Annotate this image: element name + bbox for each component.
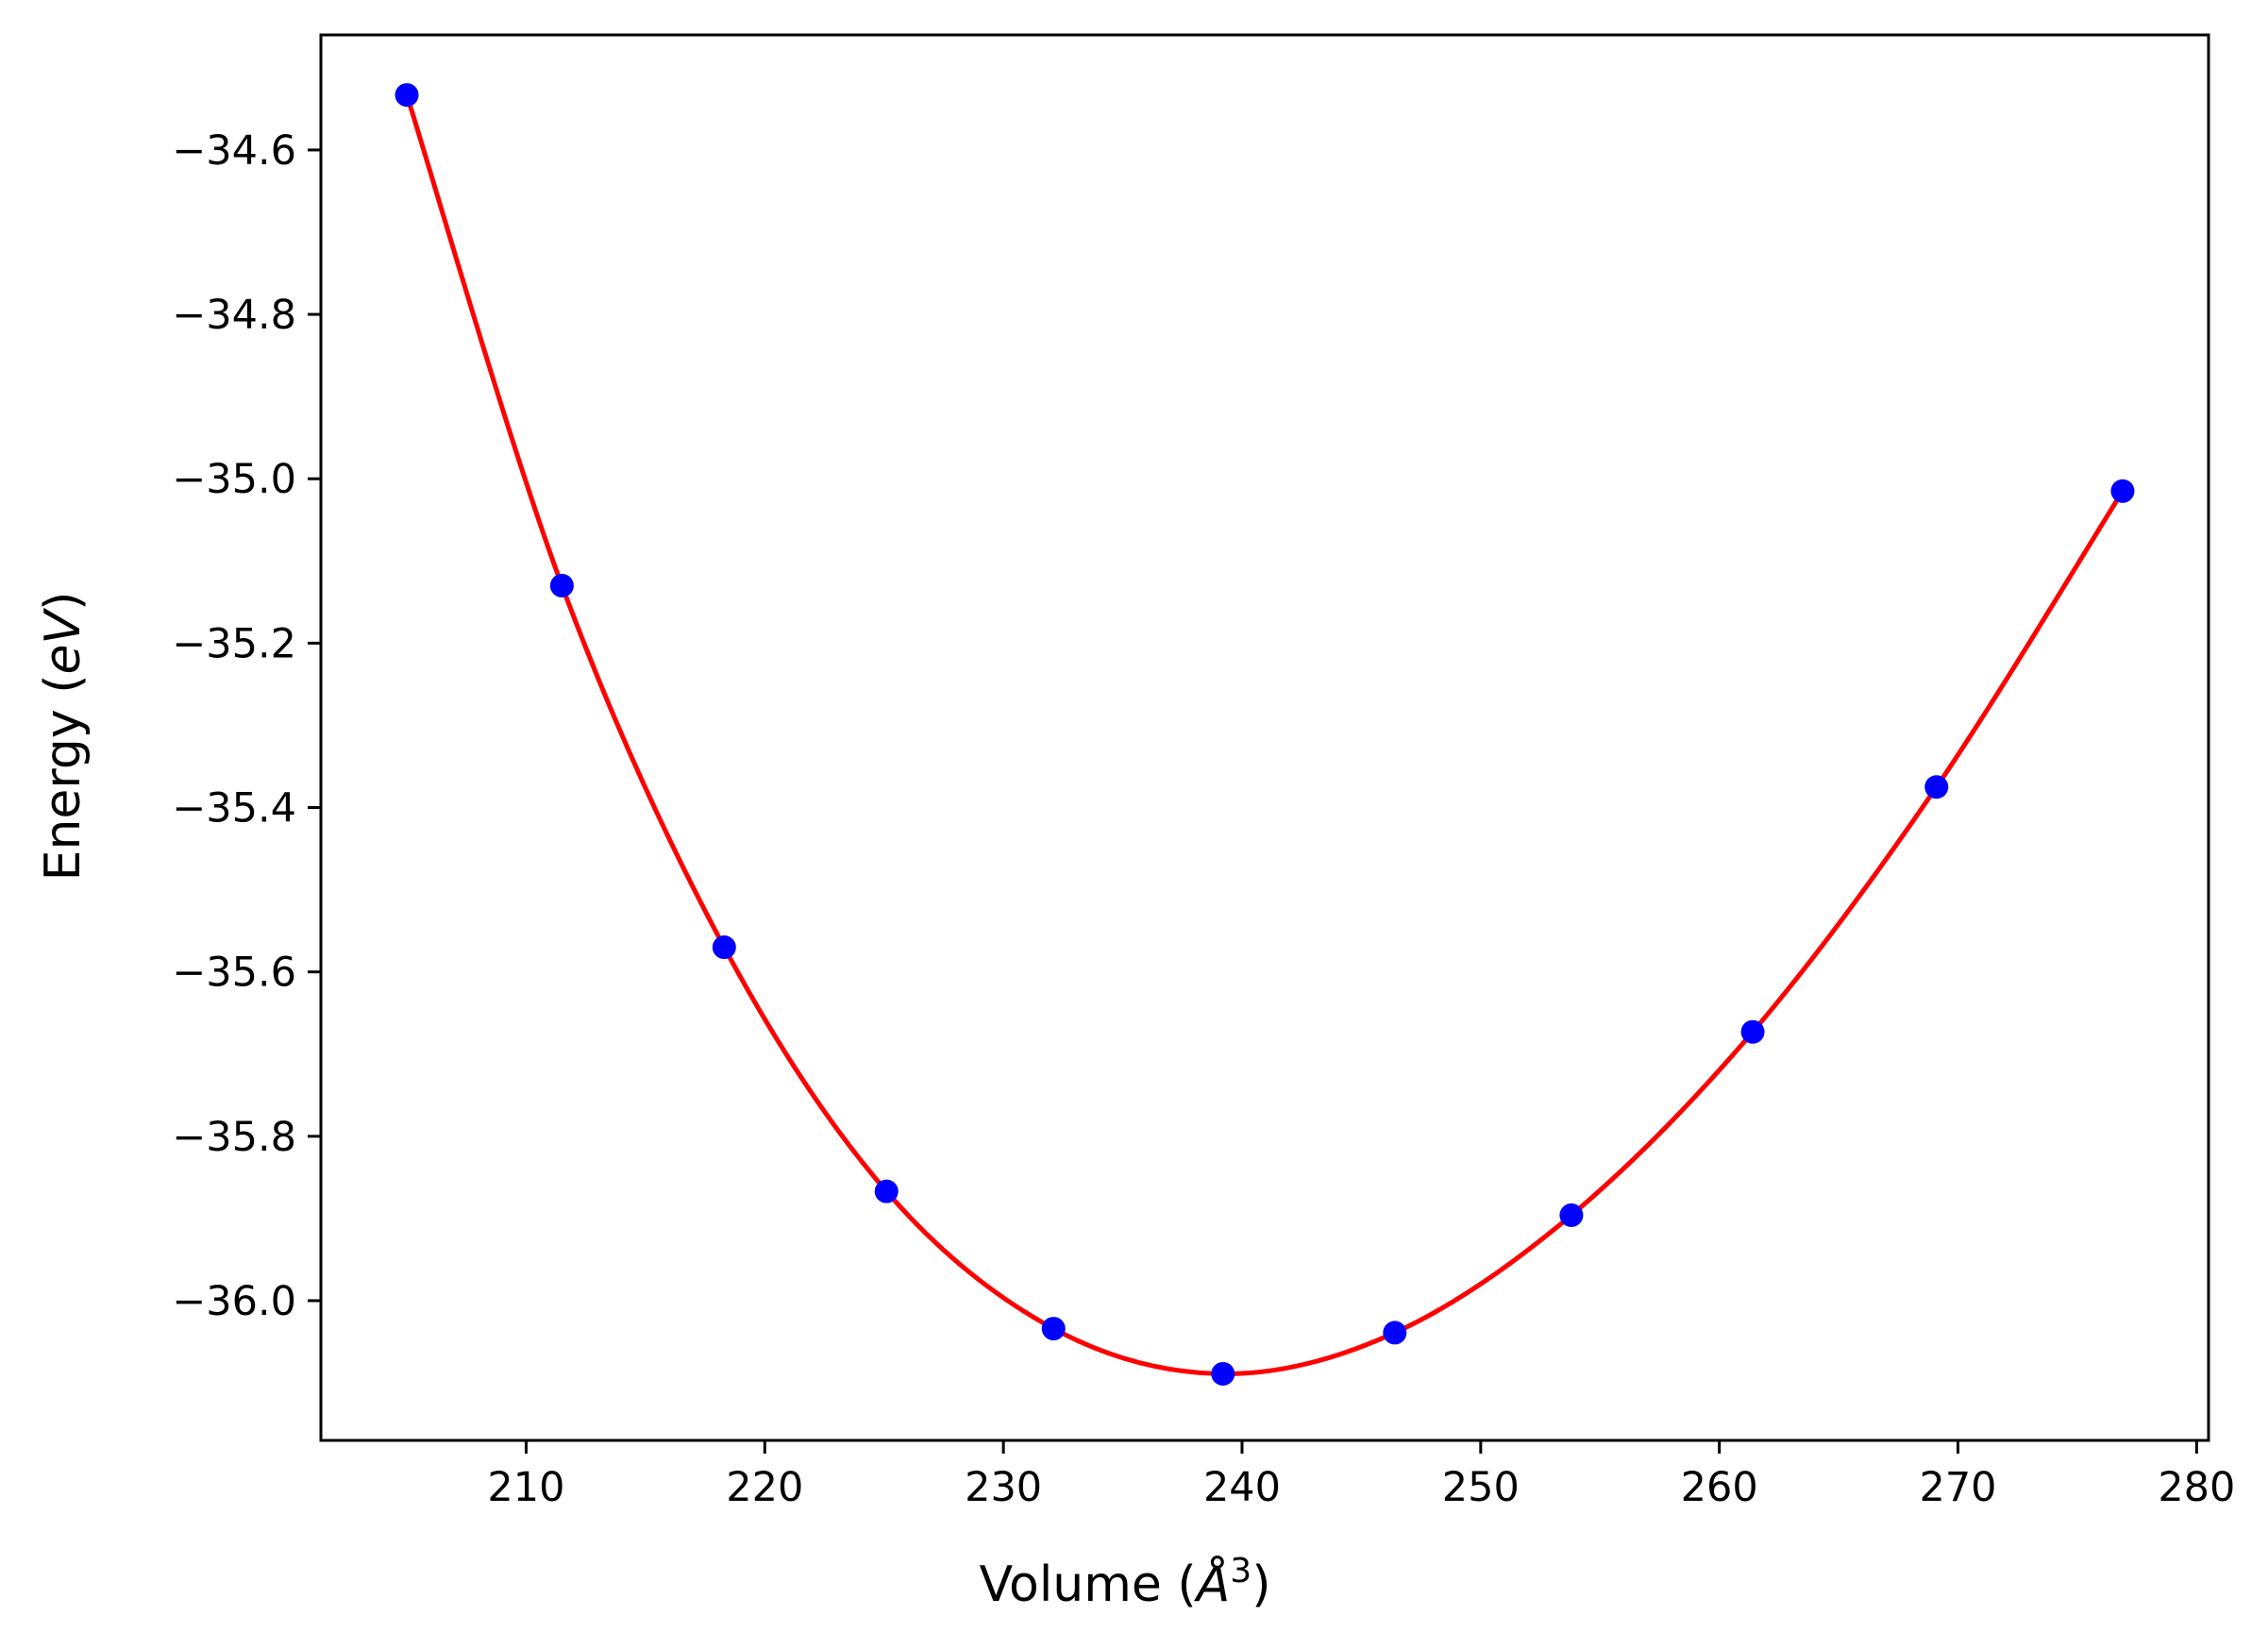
y-tick-label: −34.8 [172, 292, 296, 339]
y-tick-label: −35.2 [172, 620, 296, 667]
plot-area [319, 33, 2210, 1442]
data-point [2110, 479, 2135, 503]
data-point [1041, 1317, 1066, 1341]
x-axis-ticks: 210 220 230 240 250 260 270 280 [487, 1440, 2235, 1511]
data-point [1559, 1203, 1584, 1227]
x-tick-label: 220 [726, 1464, 803, 1511]
y-tick-label: −35.8 [172, 1114, 296, 1161]
y-axis-label: Energy (eV) [35, 592, 92, 882]
fit-curve [404, 93, 2125, 1376]
x-tick-label: 260 [1681, 1464, 1758, 1511]
y-tick-label: −35.4 [172, 785, 296, 833]
data-point [712, 935, 736, 960]
x-tick-label: 230 [965, 1464, 1042, 1511]
y-tick-label: −34.6 [172, 127, 296, 175]
data-point [1211, 1361, 1235, 1386]
data-point [395, 83, 419, 108]
x-tick-label: 240 [1203, 1464, 1281, 1511]
data-point [1740, 1019, 1765, 1044]
x-tick-label: 210 [487, 1464, 564, 1511]
y-tick-label: −35.0 [172, 456, 296, 503]
x-tick-label: 270 [1919, 1464, 1996, 1511]
data-point [1924, 775, 1949, 799]
y-tick-label: −35.6 [172, 950, 296, 997]
y-axis-ticks: −34.6 −34.8 −35.0 −35.2 −35.4 −35.6 −35.8 −36.0 [172, 127, 321, 1325]
x-tick-label: 280 [2158, 1464, 2235, 1511]
y-tick-label: −36.0 [172, 1278, 296, 1325]
data-point [1383, 1321, 1407, 1345]
x-tick-label: 250 [1442, 1464, 1520, 1511]
axes-frame [319, 33, 2210, 1442]
data-point [549, 573, 574, 597]
x-axis-label: Volume (Å3) [980, 1552, 1271, 1613]
data-point [874, 1179, 899, 1203]
